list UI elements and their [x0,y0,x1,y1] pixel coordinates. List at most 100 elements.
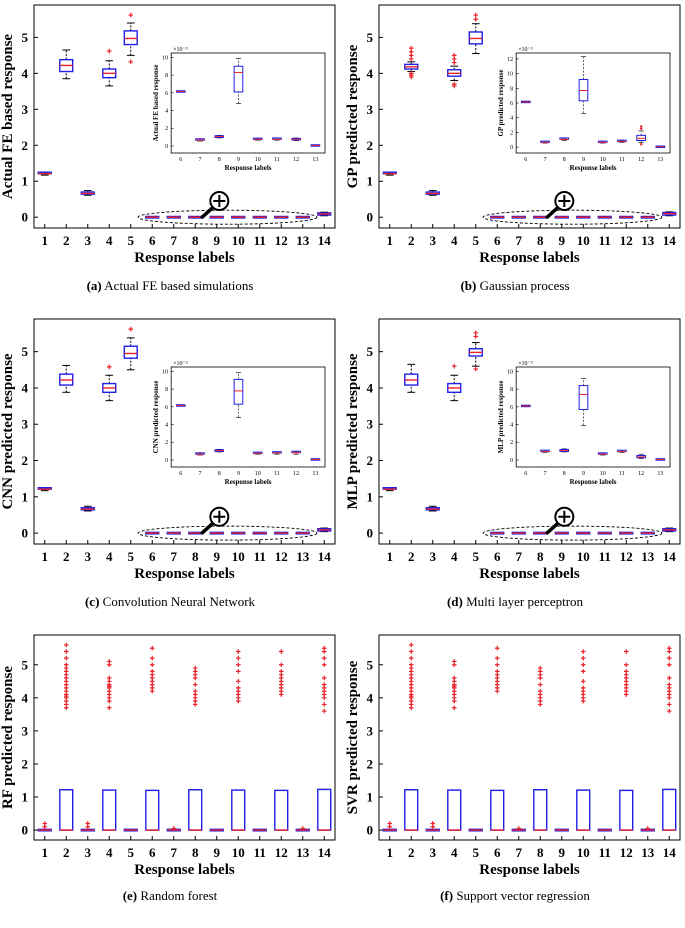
inset-xtick-label-a-7: 13 [312,157,318,163]
main-e-outlier-1-2 [42,821,48,826]
inset-d-box-5 [597,452,608,456]
xtick-label-b-4: 5 [473,233,480,248]
ytick-label-f-2: 2 [367,756,374,771]
main-b-iqr-10 [576,215,591,219]
main-e-box-6 [145,645,160,831]
main-e-box-7 [166,826,181,832]
main-c-box-11 [252,531,267,535]
main-f-box-7 [511,826,526,832]
inset-xtick-label-a-0: 6 [179,157,182,163]
main-f-box-6 [490,645,505,831]
xlabel-b: Response labels [479,250,580,266]
main-f-box-1 [382,821,397,832]
main-b-box-14 [662,211,677,217]
xtick-label-a-5: 6 [149,233,156,248]
caption-f-label: (f) [440,888,454,903]
panel-d: 0 1 2 3 4 5 1 2 3 4 5 6 7 8 9 10 11 12 13 14 Response labels… [345,314,685,584]
inset-b-box-7 [636,125,646,146]
xtick-label-b-2: 3 [430,233,437,248]
caption-f-text: Support vector regression [456,888,590,903]
main-e-iqr-6 [145,789,160,831]
main-a-outlier-4-1 [106,48,112,54]
caption-e-text: Random forest [140,888,218,903]
ylabel-b: GP predicted response [345,44,361,188]
main-b-iqr-3 [425,191,440,195]
xtick-label-b-13: 14 [663,233,677,248]
xlabel-a: Response labels [134,250,235,266]
main-f-box-13 [640,826,655,832]
main-e-iqr-12 [274,789,289,831]
inset-xlabel-c: Response labels [225,478,272,486]
axes-frame-a [33,4,336,229]
main-f-outlier-6-7 [494,669,500,674]
inset-boxes-d [520,378,666,461]
main-b-outlier-4-2 [451,83,457,89]
magnifier-handle-c [200,521,216,535]
xtick-label-c-3: 4 [106,549,113,564]
inset-ytick-label-b-3: 6 [510,101,513,107]
ytick-label-e-0: 0 [22,823,29,838]
main-a-box-8 [188,215,203,219]
caption-d-text: Multi layer perceptron [466,594,584,609]
main-f-outlier-14-1 [666,708,672,714]
main-f-box-3 [425,821,440,832]
main-b-box-9 [554,215,569,219]
main-b-iqr-9 [554,215,569,219]
main-c-outlier-5-1 [128,326,134,332]
xtick-label-b-1: 2 [408,233,415,248]
xtick-label-c-9: 10 [232,549,245,564]
inset-exponent-c: ×10⁻³ [173,361,188,367]
main-e-outlier-12-8 [278,669,284,674]
main-e-outlier-2-16 [63,655,69,661]
main-e-box-10 [231,649,246,831]
main-e-box-9 [209,828,224,832]
main-b-outlier-2-3 [408,71,414,76]
caption-d-label: (d) [446,594,463,609]
xtick-label-f-0: 1 [387,845,394,860]
caption-a-label: (a) [86,278,102,293]
xtick-label-f-11: 12 [620,845,633,860]
xtick-label-b-5: 6 [494,233,501,248]
ytick-label-c-5: 5 [22,344,29,359]
inset-ytick-label-a-4: 8 [165,73,168,79]
main-d-box-13 [640,531,655,535]
xlabel-e: Response labels [134,862,235,878]
xtick-label-f-13: 14 [663,845,677,860]
inset-ytick-label-a-0: 0 [165,144,168,150]
ytick-label-d-5: 5 [367,344,374,359]
main-f-outlier-2-15 [408,662,414,668]
main-e-iqr-8 [188,789,203,831]
main-f-iqr-4 [447,789,462,831]
main-d-box-5 [468,330,483,372]
main-a-box-2 [59,49,74,80]
xlabel-d: Response labels [479,566,580,582]
main-f-outlier-2-18 [408,642,414,648]
main-e-outlier-10-5 [235,685,241,691]
main-f-iqr-8 [533,789,548,831]
xtick-label-a-1: 2 [63,233,70,248]
inset-ytick-label-b-2: 4 [510,116,513,122]
xtick-label-e-13: 14 [318,845,332,860]
inset-d-box-4 [578,378,589,426]
xtick-label-a-4: 5 [128,233,135,248]
main-b-outlier-4-5 [451,53,457,58]
panel-c: 0 1 2 3 4 5 1 2 3 4 5 6 7 8 9 10 11 12 13 14 Response labels… [0,314,340,584]
main-d-box-9 [554,531,569,535]
inset-xtick-label-c-0: 6 [179,471,182,477]
main-f-outlier-12-8 [623,669,629,674]
inset-xtick-label-d-1: 7 [544,471,547,477]
ytick-label-e-3: 3 [22,723,29,738]
inset-ylabel-c: CNN predicted response [152,381,160,454]
main-b-iqr-2 [404,63,419,70]
main-e-outlier-4-12 [106,659,112,664]
main-d-outlier-5-3 [473,330,479,336]
inset-b-outlier-7-1 [639,127,643,131]
xtick-label-a-11: 12 [275,233,288,248]
main-e-outlier-14-8 [321,675,327,681]
inset-ytick-label-c-2: 4 [165,423,168,429]
magnifier-plus-a [213,195,226,208]
main-e-outlier-6-10 [149,645,155,651]
inset-b-outlier-7-2 [639,125,643,128]
